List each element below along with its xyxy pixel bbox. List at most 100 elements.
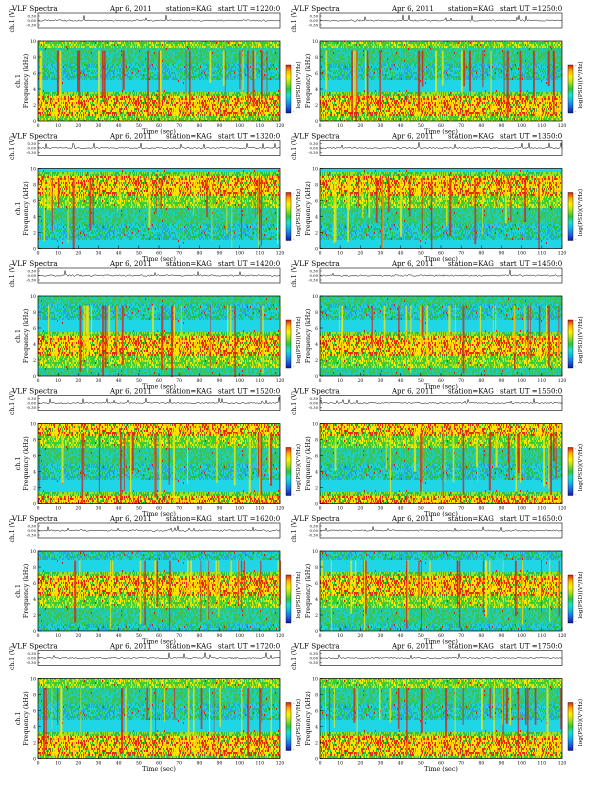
spectral-burst (325, 688, 326, 738)
panel-start-ut: start UT =1650:0 (500, 515, 562, 523)
x-tick-label: 120 (276, 633, 285, 639)
y-tick-label: 10 (312, 676, 318, 682)
spectrogram-image (320, 41, 562, 121)
y-tick-label: 8 (33, 55, 36, 61)
spectral-burst (385, 433, 387, 471)
spectral-burst (260, 433, 263, 496)
spectral-burst (230, 560, 232, 604)
panel-date: Apr 6, 2011 (109, 260, 152, 268)
spectral-burst (242, 50, 244, 106)
waveform-line (319, 525, 563, 532)
spectral-burst (379, 688, 381, 720)
x-tick-label: 70 (458, 123, 464, 129)
spectral-burst (479, 305, 481, 350)
panel-start-ut: start UT =1750:0 (500, 643, 562, 651)
x-tick-label: 90 (499, 633, 505, 639)
spectral-burst (502, 560, 504, 606)
x-tick-label: 110 (538, 251, 547, 257)
spectral-burst (543, 433, 545, 487)
y-tick-label: 2 (315, 485, 318, 491)
colorbar-label: log(PSD)(V²/Hz) (577, 571, 584, 618)
trace-tick-label: -0.30 (26, 23, 36, 28)
spectral-burst (550, 433, 552, 495)
trace-axis-label: ch.1 (V) (9, 264, 16, 288)
panel-station: station=KAG (448, 133, 494, 141)
x-tick-label: 110 (256, 633, 265, 639)
spectral-burst (519, 50, 522, 97)
spectral-burst (79, 560, 81, 600)
spectral-burst (442, 433, 444, 497)
spectral-burst (155, 178, 157, 213)
panel-date: Apr 6, 2011 (391, 643, 434, 651)
spectral-burst (421, 50, 423, 86)
x-tick-label: 10 (337, 506, 343, 512)
spectral-burst (540, 178, 542, 211)
spectral-burst (482, 50, 484, 88)
x-tick-label: 70 (458, 506, 464, 512)
colorbar-tick-label: - (293, 191, 295, 196)
trace-tick-label: 0.00 (28, 656, 37, 661)
spectral-burst (261, 50, 263, 99)
trace-tick-label: -0.30 (26, 278, 36, 283)
x-tick-label: 80 (478, 633, 484, 639)
x-tick-label: 100 (235, 378, 244, 384)
y-tick-label: 10 (312, 421, 318, 427)
x-tick-label: 110 (538, 378, 547, 384)
y-tick-label: 6 (315, 708, 318, 714)
spectral-burst (209, 50, 212, 83)
spectral-burst (77, 50, 80, 92)
colorbar-tick-label: - (293, 701, 295, 706)
x-tick-label: 50 (418, 378, 424, 384)
x-tick-label: 60 (438, 506, 444, 512)
spectral-burst (262, 305, 264, 374)
spectral-burst (454, 688, 456, 741)
x-tick-label: 30 (96, 123, 102, 129)
x-tick-label: 100 (517, 123, 526, 129)
spectral-burst (462, 688, 464, 725)
x-tick-label: 10 (337, 378, 343, 384)
spectral-burst (277, 178, 279, 244)
spectral-burst (98, 433, 100, 494)
x-tick-label: 10 (55, 633, 61, 639)
waveform-line (319, 14, 563, 22)
spectral-burst (405, 305, 408, 341)
spectral-burst (357, 178, 359, 208)
trace-tick-label: 0.00 (310, 401, 319, 406)
colorbar (567, 319, 574, 369)
channel-label: ch.1 (14, 712, 22, 726)
spectral-burst (49, 178, 52, 211)
spectral-burst (353, 50, 355, 112)
x-tick-label: 80 (196, 633, 202, 639)
channel-label: ch.1 (14, 329, 22, 343)
x-tick-label: 120 (276, 251, 285, 257)
spectral-burst (200, 688, 203, 729)
x-tick-label: 40 (116, 633, 122, 639)
x-tick-label: 100 (235, 633, 244, 639)
x-tick-label: 10 (337, 123, 343, 129)
spectral-burst (509, 688, 511, 726)
x-axis-label: Time (sec) (142, 128, 176, 136)
y-tick-label: 4 (315, 87, 318, 93)
spectral-burst (257, 433, 260, 477)
spectral-burst (534, 688, 537, 725)
y-axis-label: Frequency (kHz) (22, 436, 30, 490)
spectral-burst (397, 688, 400, 729)
trace-tick-label: -0.30 (308, 150, 318, 155)
spectral-burst (224, 50, 226, 111)
x-tick-label: 20 (357, 251, 363, 257)
spectral-burst (462, 305, 465, 374)
x-axis-label: Time (sec) (424, 765, 458, 773)
colorbar-label: log(PSD)(V²/Hz) (295, 444, 302, 491)
spectral-burst (530, 305, 531, 360)
x-axis-label: Time (sec) (142, 255, 176, 263)
spectral-burst (187, 560, 189, 592)
spectral-burst (110, 560, 111, 629)
spectral-burst (475, 433, 478, 467)
panel-start-ut: start UT =1320:0 (218, 133, 280, 141)
x-tick-label: 110 (538, 123, 547, 129)
spectral-burst (334, 178, 337, 242)
y-tick-label: 6 (33, 198, 36, 204)
trace-tick-label: 0.00 (310, 656, 319, 661)
spectral-burst (185, 50, 187, 118)
x-tick-label: 100 (235, 251, 244, 257)
